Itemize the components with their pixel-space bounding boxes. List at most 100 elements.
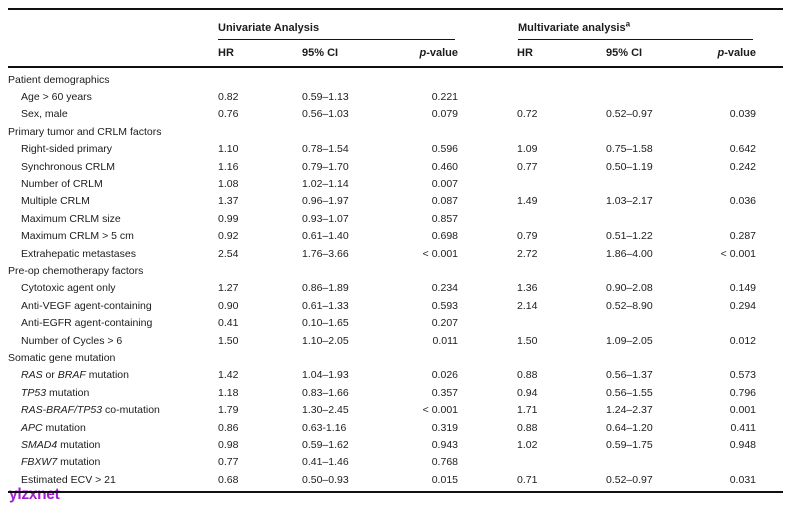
- univariate-hr-value: 1.42: [218, 369, 239, 382]
- multivariate-pvalue: 0.411: [730, 421, 757, 434]
- univariate-hr-value: 0.92: [218, 230, 239, 243]
- univariate-ci-value: 0.41–1.46: [302, 456, 349, 469]
- univariate-hr-value: 0.68: [218, 473, 239, 486]
- univariate-hr-value: 0.98: [218, 438, 239, 451]
- results-table: Univariate Analysis Multivariate analysi…: [0, 8, 791, 494]
- univariate-hr-value: 0.82: [218, 91, 239, 104]
- univariate-hr-value: 1.37: [218, 195, 239, 208]
- row-label: TP53 mutation: [21, 386, 90, 399]
- univariate-pvalue: 0.079: [431, 108, 458, 121]
- multivariate-hr-value: 0.88: [517, 369, 538, 382]
- univariate-pvalue: 0.698: [431, 230, 458, 243]
- univariate-pvalue: 0.768: [431, 456, 458, 469]
- univariate-pvalue: 0.857: [431, 212, 458, 225]
- row-label: Multiple CRLM: [21, 195, 90, 208]
- univariate-ci-header: 95% CI: [302, 47, 339, 59]
- univariate-pvalue: 0.011: [432, 334, 459, 347]
- multivariate-ci-value: 1.03–2.17: [606, 195, 653, 208]
- univariate-pvalue: < 0.001: [422, 404, 458, 417]
- univariate-ci-value: 1.02–1.14: [302, 178, 349, 191]
- table-row: SMAD4 mutation 0.98 0.59–1.62 0.943 1.02 0.59…: [8, 436, 783, 453]
- multivariate-pvalue: 0.294: [729, 299, 756, 312]
- row-label: Cytotoxic agent only: [21, 282, 116, 295]
- univariate-ci-value: 0.10–1.65: [302, 317, 349, 330]
- univariate-pvalue: 0.007: [431, 178, 458, 191]
- multivariate-footnote-marker: a: [625, 19, 631, 29]
- multivariate-ci-value: 1.86–4.00: [606, 247, 653, 260]
- multivariate-pvalue: 0.573: [729, 369, 756, 382]
- row-label: Number of Cycles > 6: [21, 334, 123, 347]
- column-header-row: HR 95% CI p-value HR 95% CI p-value: [8, 40, 783, 66]
- header-bottom-rule: [8, 66, 783, 68]
- multivariate-pvalue: 0.039: [729, 108, 756, 121]
- analysis-group-header-row: Univariate Analysis Multivariate analysi…: [8, 10, 783, 40]
- multivariate-hr-value: 1.71: [517, 404, 538, 417]
- table-row: Maximum CRLM size 0.99 0.93–1.07 0.857: [8, 210, 783, 227]
- row-label: Number of CRLM: [21, 178, 103, 191]
- row-label: Maximum CRLM > 5 cm: [21, 230, 134, 243]
- table-row: RAS or BRAF mutation 1.42 1.04–1.93 0.026 0.…: [8, 367, 783, 384]
- univariate-ci-value: 0.78–1.54: [302, 143, 349, 156]
- univariate-ci-value: 0.86–1.89: [302, 282, 349, 295]
- univariate-hr-value: 1.08: [218, 178, 239, 191]
- multivariate-hr-header: HR: [517, 47, 533, 59]
- multivariate-hr-value: 2.14: [517, 299, 538, 312]
- row-label: Synchronous CRLM: [21, 160, 115, 173]
- univariate-hr-value: 2.54: [218, 247, 239, 260]
- multivariate-ci-value: 0.75–1.58: [606, 143, 653, 156]
- univariate-ci-value: 0.59–1.13: [302, 91, 349, 104]
- univariate-ci-value: 0.96–1.97: [302, 195, 349, 208]
- table-row: TP53 mutation 1.18 0.83–1.66 0.357 0.94 0.56–…: [8, 384, 783, 401]
- table-top-rule: [8, 8, 783, 10]
- univariate-hr-value: 1.18: [218, 386, 239, 399]
- row-label: Sex, male: [21, 108, 68, 121]
- table-row: Anti-VEGF agent-containing 0.90 0.61–1.33 0…: [8, 297, 783, 314]
- multivariate-hr-value: 2.72: [517, 247, 538, 260]
- univariate-pvalue: 0.596: [431, 143, 458, 156]
- univariate-hr-value: 1.10: [218, 143, 239, 156]
- table-row: Cytotoxic agent only 1.27 0.86–1.89 0.234 1.…: [8, 280, 783, 297]
- univariate-pvalue: 0.087: [431, 195, 458, 208]
- multivariate-ci-value: 0.50–1.19: [606, 160, 653, 173]
- multivariate-pvalue: 0.287: [729, 230, 756, 243]
- univariate-ci-value: 0.56–1.03: [302, 108, 349, 121]
- section-label: Patient demographics: [8, 73, 110, 86]
- table-row: Multiple CRLM 1.37 0.96–1.97 0.087 1.49 1.03–…: [8, 193, 783, 210]
- table-row: Number of Cycles > 6 1.50 1.10–2.05 0.011 1.…: [8, 332, 783, 349]
- univariate-ci-value: 0.83–1.66: [302, 386, 349, 399]
- univariate-pvalue: < 0.001: [422, 247, 458, 260]
- multivariate-ci-value: 0.59–1.75: [606, 438, 653, 451]
- multivariate-pvalue: 0.031: [729, 473, 756, 486]
- multivariate-ci-value: 1.24–2.37: [606, 404, 653, 417]
- row-label: FBXW7 mutation: [21, 456, 101, 469]
- multivariate-pvalue: < 0.001: [720, 247, 756, 260]
- table-row: Sex, male 0.76 0.56–1.03 0.079 0.72 0.52–0.97…: [8, 106, 783, 123]
- univariate-hr-header: HR: [218, 47, 234, 59]
- table-bottom-rule: [8, 491, 783, 494]
- univariate-hr-value: 0.77: [218, 456, 239, 469]
- multivariate-hr-value: 0.71: [517, 473, 538, 486]
- multivariate-group-title: Multivariate analysis: [518, 22, 626, 34]
- multivariate-group-header: Multivariate analysisa: [518, 19, 753, 40]
- section-header-row: Somatic gene mutation: [8, 349, 783, 366]
- multivariate-pvalue: 0.948: [729, 438, 756, 451]
- multivariate-ci-value: 0.52–0.97: [606, 108, 653, 121]
- univariate-hr-value: 0.76: [218, 108, 239, 121]
- multivariate-pvalue: 0.012: [729, 334, 756, 347]
- univariate-ci-value: 0.79–1.70: [302, 160, 349, 173]
- univariate-ci-value: 0.63-1.16: [302, 421, 347, 434]
- row-label: APC mutation: [21, 421, 86, 434]
- table-row: RAS-BRAF/TP53 co-mutation 1.79 1.30–2.45 < …: [8, 401, 783, 418]
- multivariate-hr-value: 0.88: [517, 421, 538, 434]
- univariate-hr-value: 1.16: [218, 160, 239, 173]
- multivariate-ci-value: 0.90–2.08: [606, 282, 653, 295]
- row-label: Age > 60 years: [21, 91, 92, 104]
- univariate-ci-value: 0.61–1.33: [302, 299, 349, 312]
- multivariate-hr-value: 0.77: [517, 160, 538, 173]
- multivariate-hr-value: 1.02: [517, 438, 538, 451]
- univariate-group-title: Univariate Analysis: [218, 22, 320, 34]
- table-row: FBXW7 mutation 0.77 0.41–1.46 0.768: [8, 454, 783, 471]
- row-label: Right-sided primary: [21, 143, 113, 156]
- multivariate-ci-value: 0.56–1.55: [606, 386, 653, 399]
- univariate-ci-value: 1.30–2.45: [302, 404, 349, 417]
